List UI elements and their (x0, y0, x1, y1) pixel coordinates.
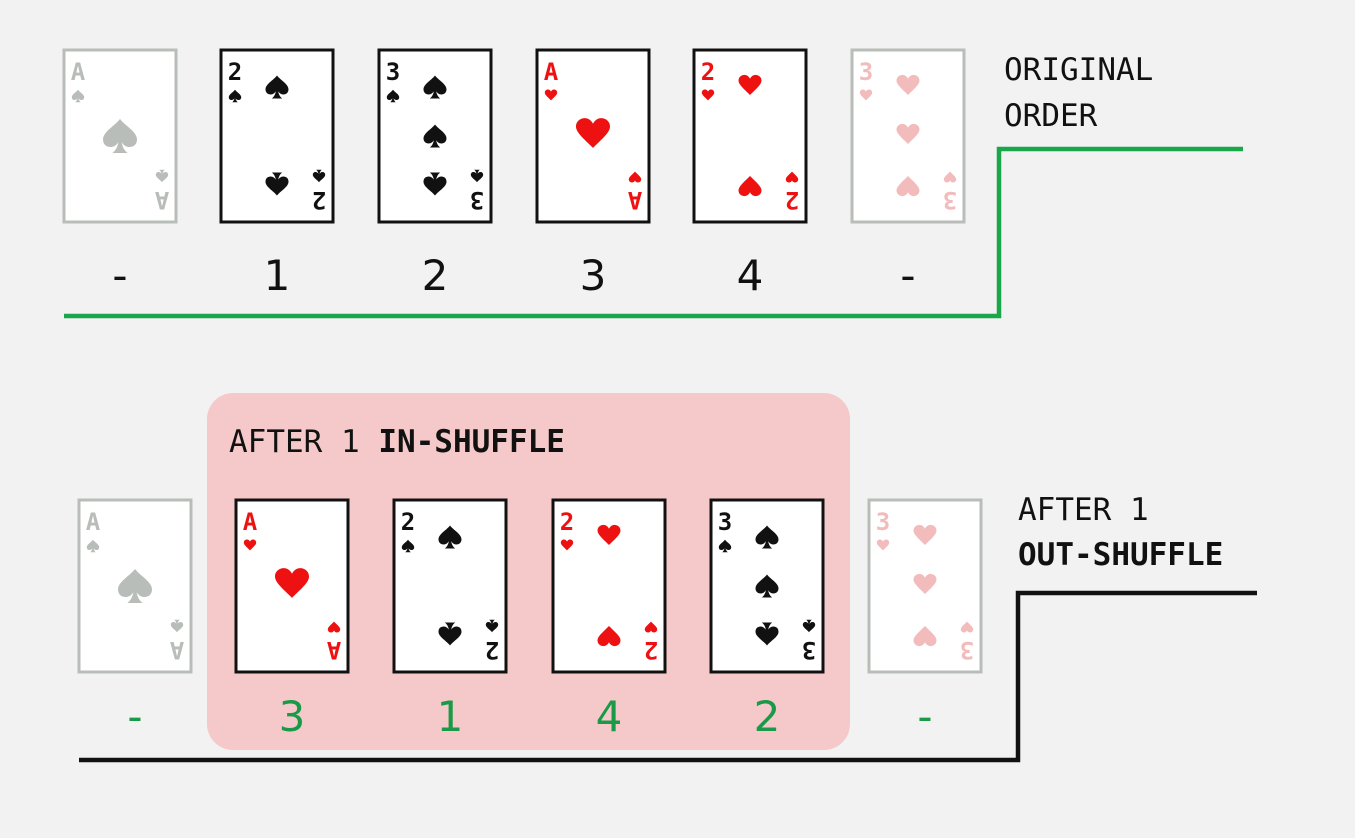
original-order-label-line1: ORIGINAL (1004, 52, 1153, 88)
shuffled-position-number: - (127, 692, 142, 741)
in-shuffle-label: AFTER 1 IN-SHUFFLE (229, 424, 565, 460)
original-position-number: 3 (580, 251, 607, 300)
original-card-a-of-spades: AA (62, 48, 178, 224)
card-rank-bottom: 3 (470, 186, 484, 214)
in-shuffle-highlight (207, 393, 850, 750)
card-rank-top: 3 (859, 58, 873, 86)
original-order-line (64, 146, 1243, 319)
card-rank-bottom: 2 (644, 636, 658, 664)
original-position-number: - (900, 251, 915, 300)
original-card-2-of-hearts: 22 (692, 48, 808, 224)
card-rank-top: 2 (401, 508, 415, 536)
card-rank-bottom: A (169, 636, 184, 664)
original-position-numbers: - 1 2 3 4 - (112, 251, 915, 300)
out-shuffle-label-line2: OUT-SHUFFLE (1018, 537, 1223, 573)
card-rank-bottom: 3 (802, 636, 816, 664)
original-position-number: 1 (264, 251, 291, 300)
card-rank-top: A (71, 58, 86, 86)
card-rank-top: 3 (876, 508, 890, 536)
card-rank-top: 2 (701, 58, 715, 86)
original-position-number: 4 (737, 251, 764, 300)
shuffled-position-number: - (917, 692, 932, 741)
shuffled-position-number: 1 (437, 692, 464, 741)
card-rank-top: 2 (228, 58, 242, 86)
card-rank-top: A (243, 508, 258, 536)
shuffled-position-numbers: - 3 1 4 2 - (127, 692, 932, 741)
card-face (551, 498, 667, 674)
original-order-label-line2: ORDER (1004, 98, 1098, 134)
card-rank-bottom: A (627, 186, 642, 214)
original-position-number: - (112, 251, 127, 300)
card-rank-bottom: 3 (943, 186, 957, 214)
card-rank-top: A (86, 508, 101, 536)
card-rank-bottom: A (326, 636, 341, 664)
original-card-3-of-hearts: 33 (850, 48, 966, 224)
shuffled-card-a-of-hearts: AA (234, 498, 350, 674)
in-shuffle-label-prefix: AFTER 1 (229, 424, 378, 460)
card-rank-top: A (544, 58, 559, 86)
card-rank-bottom: A (154, 186, 169, 214)
shuffled-card-a-of-spades: AA (77, 498, 193, 674)
card-rank-top: 2 (560, 508, 574, 536)
card-rank-top: 3 (718, 508, 732, 536)
in-shuffle-label-bold: IN-SHUFFLE (378, 424, 565, 460)
shuffled-position-number: 4 (596, 692, 623, 741)
original-card-a-of-hearts: AA (535, 48, 651, 224)
card-rank-top: 3 (386, 58, 400, 86)
card-rank-bottom: 3 (960, 636, 974, 664)
shuffled-position-number: 2 (754, 692, 781, 741)
shuffled-position-number: 3 (279, 692, 306, 741)
shuffled-card-3-of-hearts: 33 (867, 498, 983, 674)
card-rank-bottom: 2 (312, 186, 326, 214)
original-position-number: 2 (422, 251, 449, 300)
card-face (692, 48, 808, 224)
card-rank-bottom: 2 (785, 186, 799, 214)
shuffled-card-2-of-hearts: 22 (551, 498, 667, 674)
card-rank-bottom: 2 (485, 636, 499, 664)
out-shuffle-line (79, 590, 1257, 763)
shuffled-card-3-of-spades: 33 (709, 498, 825, 674)
original-card-3-of-spades: 33 (377, 48, 493, 224)
shuffled-card-2-of-spades: 22 (392, 498, 508, 674)
original-card-2-of-spades: 22 (219, 48, 335, 224)
out-shuffle-label-line1: AFTER 1 (1018, 492, 1149, 528)
